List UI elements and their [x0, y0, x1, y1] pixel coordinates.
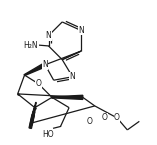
Text: N: N: [78, 26, 84, 35]
Text: HO: HO: [42, 130, 54, 139]
Text: O: O: [87, 117, 93, 126]
Polygon shape: [31, 108, 35, 122]
Polygon shape: [33, 102, 36, 116]
Text: N: N: [70, 72, 75, 81]
Polygon shape: [52, 95, 83, 99]
Text: N: N: [42, 60, 48, 69]
Polygon shape: [24, 63, 46, 76]
Text: O: O: [102, 113, 108, 122]
Polygon shape: [32, 105, 36, 119]
Text: O: O: [114, 113, 120, 122]
Polygon shape: [30, 112, 35, 125]
Polygon shape: [29, 115, 34, 128]
Text: O: O: [35, 79, 41, 88]
Text: H₂N: H₂N: [24, 41, 38, 50]
Text: N: N: [46, 31, 51, 40]
